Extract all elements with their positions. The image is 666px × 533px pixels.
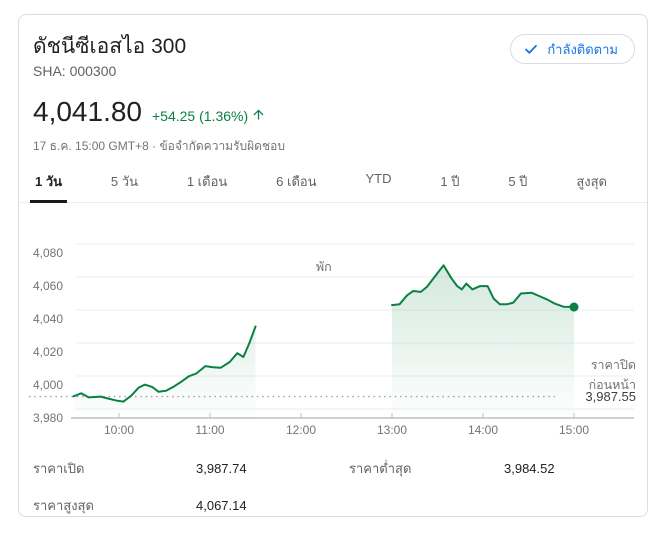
- arrow-up-icon: [251, 107, 266, 122]
- quote-timestamp: 17 ธ.ค. 15:00 GMT+8: [33, 139, 149, 154]
- x-axis-ticks: [118, 413, 575, 419]
- stat-high-value: 4,067.14: [196, 498, 247, 514]
- price-chart[interactable]: 4,080 4,060 4,040 4,020 4,000 3,980 พักราคาปิด…: [19, 217, 647, 445]
- svg-text:4,040: 4,040: [33, 312, 63, 326]
- price-change: +54.25 (1.36%): [152, 108, 249, 125]
- svg-text:14:00: 14:00: [468, 423, 498, 437]
- svg-text:3,987.55: 3,987.55: [585, 389, 636, 404]
- price-line-series: [72, 264, 579, 403]
- stat-open-label: ราคาเปิด: [33, 461, 85, 477]
- svg-text:ก่อนหน้า: ก่อนหน้า: [589, 378, 636, 392]
- current-price: 4,041.80: [33, 96, 142, 128]
- svg-text:12:00: 12:00: [286, 423, 316, 437]
- svg-text:4,000: 4,000: [33, 378, 63, 392]
- following-button-label: กำลังติดตาม: [547, 41, 618, 57]
- tab-ytd[interactable]: YTD: [365, 171, 392, 187]
- time-range-tabs: 1 วัน 5 วัน 1 เดือน 6 เดือน YTD 1 ปี 5 ป…: [19, 171, 647, 204]
- stock-quote-card: ดัชนีซีเอสไอ 300 SHA: 000300 กำลังติดตาม…: [18, 14, 648, 517]
- page-title: ดัชนีซีเอสไอ 300: [33, 35, 187, 58]
- svg-text:3,980: 3,980: [33, 411, 63, 425]
- tab-1-day[interactable]: 1 วัน: [29, 171, 68, 204]
- card-header: ดัชนีซีเอสไอ 300 SHA: 000300 กำลังติดตาม: [19, 15, 647, 79]
- stat-low-value: 3,984.52: [504, 461, 555, 477]
- svg-text:11:00: 11:00: [195, 423, 224, 437]
- ticker-symbol: SHA: 000300: [33, 63, 117, 80]
- tab-6-months[interactable]: 6 เดือน: [276, 174, 317, 190]
- tab-1-month[interactable]: 1 เดือน: [186, 174, 228, 190]
- svg-text:ราคาปิด: ราคาปิด: [591, 358, 636, 372]
- y-axis-labels: 4,080 4,060 4,040 4,020 4,000 3,980: [33, 246, 63, 425]
- session-break-label: พัก: [316, 260, 332, 274]
- svg-text:4,060: 4,060: [33, 279, 63, 293]
- svg-text:4,020: 4,020: [33, 345, 63, 359]
- quote-meta-row: 17 ธ.ค. 15:00 GMT+8 · ข้อจำกัดความรับผิด…: [19, 137, 647, 156]
- x-axis-labels: 10:00 11:00 12:00 13:00 14:00 15:00: [104, 423, 589, 437]
- tab-5-days[interactable]: 5 วัน: [110, 174, 138, 190]
- price-row: 4,041.80 +54.25 (1.36%): [19, 96, 647, 128]
- svg-text:15:00: 15:00: [559, 423, 589, 437]
- meta-separator: ·: [152, 139, 157, 154]
- svg-text:4,080: 4,080: [33, 246, 63, 260]
- stat-open-value: 3,987.74: [196, 461, 247, 477]
- stat-high-label: ราคาสูงสุด: [33, 498, 94, 514]
- svg-text:13:00: 13:00: [377, 423, 407, 437]
- svg-text:10:00: 10:00: [104, 423, 134, 437]
- following-button[interactable]: กำลังติดตาม: [510, 34, 635, 64]
- area-fills: [73, 265, 574, 419]
- tab-1-year[interactable]: 1 ปี: [440, 174, 460, 190]
- stats-table: ราคาเปิด 3,987.74 ราคาต่ำสุด 3,984.52 รา…: [19, 445, 647, 524]
- stat-low-label: ราคาต่ำสุด: [349, 461, 412, 477]
- tab-max[interactable]: สูงสุด: [576, 174, 607, 190]
- tab-5-years[interactable]: 5 ปี: [508, 174, 528, 190]
- disclaimer-link[interactable]: ข้อจำกัดความรับผิดชอบ: [159, 139, 285, 154]
- last-price-marker: [569, 302, 579, 312]
- previous-close-labels: ราคาปิดก่อนหน้า3,987.55: [585, 358, 636, 404]
- check-icon: [524, 42, 538, 56]
